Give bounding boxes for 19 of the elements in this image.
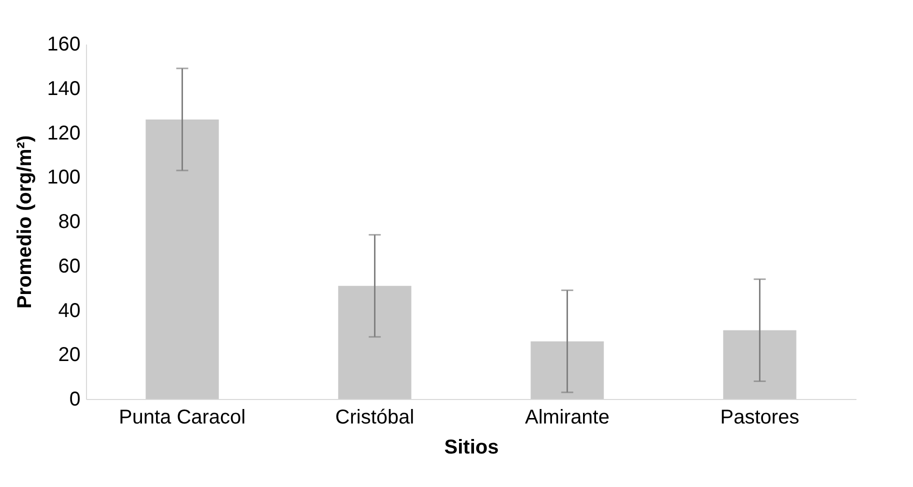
y-tick-label: 0: [69, 388, 80, 410]
y-tick-label: 60: [58, 255, 80, 278]
y-tick-label: 20: [58, 344, 80, 366]
x-tick-label: Punta Caracol: [118, 406, 246, 428]
y-tick-label: 120: [47, 122, 80, 144]
y-tick-label: 80: [58, 211, 80, 233]
bar: [338, 286, 412, 399]
bar: [530, 341, 604, 399]
x-tick-label: Almirante: [525, 406, 610, 428]
x-tick-label: Cristóbal: [335, 406, 414, 428]
bar: [146, 119, 219, 399]
y-tick-label: 160: [47, 34, 80, 56]
y-tick-label: 100: [47, 166, 80, 189]
x-tick-label: Pastores: [720, 406, 800, 428]
y-tick-label: 140: [47, 78, 80, 100]
y-tick-label: 40: [58, 300, 80, 322]
x-axis-title: Sitios: [444, 436, 499, 458]
bar: [723, 330, 796, 399]
y-axis-title: Promedio (org/m²): [14, 135, 36, 309]
